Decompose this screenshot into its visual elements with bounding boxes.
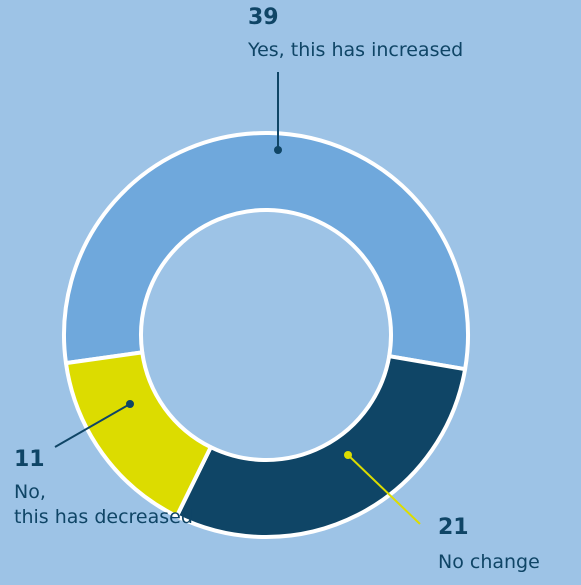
leader-dot bbox=[126, 400, 134, 408]
slice-label: No, this has decreased bbox=[14, 481, 193, 528]
donut-slice bbox=[63, 350, 213, 519]
value-label: 39 bbox=[248, 5, 279, 30]
leader-line bbox=[54, 403, 131, 448]
donut-slice bbox=[174, 354, 468, 539]
value-label: 21 bbox=[438, 515, 469, 540]
slice-label: Yes, this has increased bbox=[248, 39, 464, 61]
leader-dot bbox=[274, 146, 282, 154]
value-label: 11 bbox=[14, 447, 45, 472]
donut-slice bbox=[62, 131, 470, 372]
leader-line bbox=[347, 454, 421, 525]
leader-dot bbox=[344, 451, 352, 459]
slice-label: No change bbox=[438, 551, 540, 573]
